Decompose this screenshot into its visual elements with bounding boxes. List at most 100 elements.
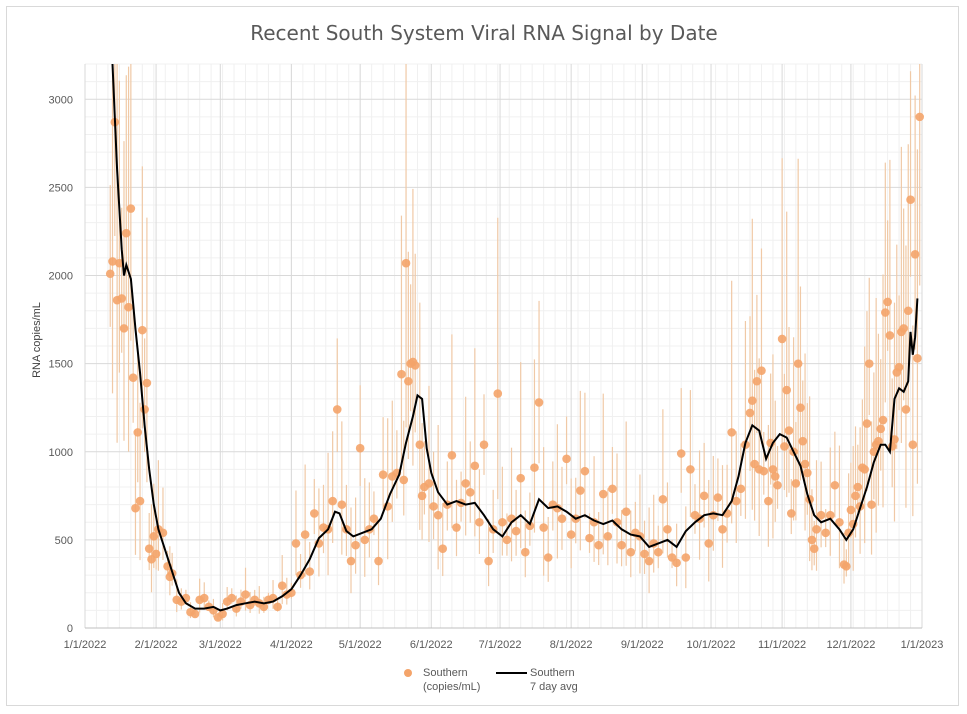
data-point <box>374 556 383 566</box>
data-point <box>621 507 631 516</box>
legend-label-points-line1: Southern <box>423 667 468 679</box>
data-point <box>780 442 789 451</box>
data-point <box>704 539 714 548</box>
data-point <box>757 366 766 375</box>
data-point <box>121 228 131 238</box>
data-point <box>883 297 892 307</box>
y-axis-label: RNA copies/mL <box>31 302 43 378</box>
grid-lines <box>84 63 923 629</box>
data-point <box>328 496 337 506</box>
data-point <box>117 294 126 303</box>
data-point <box>404 376 413 386</box>
data-point <box>903 306 913 316</box>
data-point <box>844 528 853 538</box>
data-point <box>539 523 548 532</box>
data-point <box>241 590 250 599</box>
data-point <box>713 493 723 502</box>
y-tick-label: 500 <box>55 535 73 547</box>
data-point <box>484 556 493 566</box>
data-point <box>718 525 727 534</box>
x-tick-label: 2/1/2022 <box>135 639 178 651</box>
x-tick-label: 1/1/2022 <box>64 639 107 651</box>
data-point <box>653 547 663 557</box>
x-tick-label: 11/1/2022 <box>758 639 806 651</box>
data-point <box>644 556 654 566</box>
data-point <box>867 500 876 509</box>
data-point <box>612 517 622 527</box>
data-point <box>337 500 347 509</box>
data-point <box>598 489 608 499</box>
data-point <box>138 325 147 335</box>
data-point <box>594 540 603 550</box>
data-point <box>617 540 626 550</box>
data-point <box>305 567 315 576</box>
legend-marker-points <box>404 669 412 677</box>
data-point <box>190 609 200 619</box>
data-point <box>782 385 792 395</box>
data-point <box>851 491 860 501</box>
legend-label-points-line2: (copies/mL) <box>423 681 480 693</box>
data-point <box>291 539 301 548</box>
data-point <box>825 510 835 520</box>
data-point <box>862 419 872 428</box>
data-point <box>397 369 406 379</box>
data-point <box>227 593 237 603</box>
data-point <box>530 463 539 472</box>
data-point <box>135 496 145 506</box>
data-point <box>124 302 133 312</box>
data-point <box>759 466 769 476</box>
data-point <box>768 465 778 474</box>
data-point <box>860 465 869 474</box>
data-point <box>511 526 521 536</box>
x-tick-label: 9/1/2022 <box>621 639 664 651</box>
data-point <box>149 532 159 541</box>
data-point <box>786 509 796 518</box>
data-point <box>475 517 484 527</box>
data-point <box>119 324 129 333</box>
data-point <box>699 491 709 501</box>
legend-label-line-line1: Southern <box>530 667 575 679</box>
data-point <box>626 547 636 557</box>
x-tick-label: 10/1/2022 <box>687 639 736 651</box>
data-point <box>881 308 890 317</box>
avg-line <box>111 63 919 612</box>
y-tick-label: 0 <box>67 623 73 635</box>
data-point <box>498 517 507 527</box>
y-tick-label: 3000 <box>49 94 73 106</box>
x-tick-label: 1/1/2023 <box>901 639 944 651</box>
data-point <box>796 403 805 412</box>
data-point <box>259 602 269 612</box>
data-point <box>853 482 863 492</box>
data-point <box>681 553 691 562</box>
data-point <box>534 398 544 407</box>
data-point <box>273 602 282 612</box>
data-point <box>300 530 310 539</box>
data-point <box>401 258 411 268</box>
data-point <box>277 581 287 590</box>
data-points <box>105 112 925 622</box>
data-point <box>745 408 755 418</box>
data-point <box>525 521 535 531</box>
data-point <box>874 436 883 446</box>
data-point <box>378 470 388 479</box>
data-point <box>465 487 475 497</box>
data-point <box>821 528 830 538</box>
data-point <box>438 544 448 553</box>
data-point <box>585 533 594 543</box>
data-point <box>126 204 136 213</box>
data-point <box>516 473 525 483</box>
data-point <box>360 535 370 545</box>
data-point <box>355 443 365 453</box>
data-point <box>461 479 470 488</box>
data-point <box>566 530 576 539</box>
data-point <box>791 479 801 488</box>
data-point <box>864 359 874 368</box>
x-tick-label: 3/1/2022 <box>199 639 242 651</box>
data-point <box>493 389 503 398</box>
data-point <box>731 496 741 506</box>
y-tick-label: 2000 <box>49 271 73 283</box>
data-point <box>727 428 736 437</box>
data-point <box>144 544 154 553</box>
chart-title: Recent South System Viral RNA Signal by … <box>250 21 717 45</box>
